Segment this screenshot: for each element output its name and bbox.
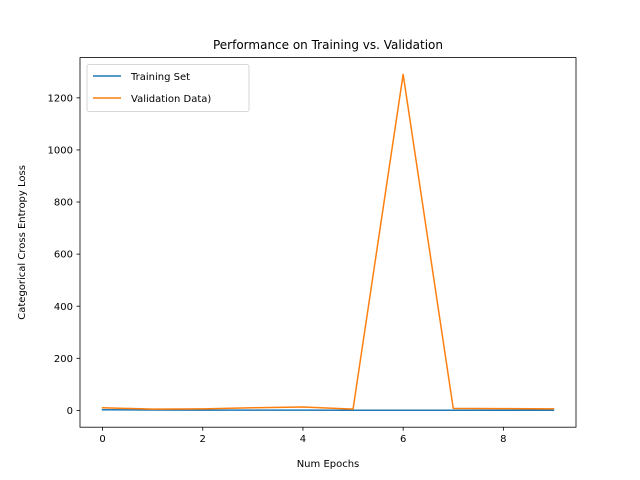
x-tick-label: 0 — [99, 434, 105, 445]
legend-label-training: Training Set — [130, 72, 190, 83]
x-axis-ticks: 0 2 4 6 8 — [99, 427, 507, 445]
y-tick-label: 200 — [54, 354, 73, 365]
y-tick-label: 400 — [54, 302, 73, 313]
chart-title: Performance on Training vs. Validation — [213, 38, 443, 52]
legend-label-validation: Validation Data) — [131, 94, 211, 105]
y-axis-ticks: 0 200 400 600 800 1000 1200 — [48, 93, 80, 417]
x-tick-label: 4 — [300, 434, 306, 445]
y-tick-label: 1000 — [48, 146, 73, 157]
plot-area — [80, 57, 576, 428]
legend-entry: Validation Data) — [93, 94, 211, 105]
y-tick-label: 1200 — [48, 93, 73, 104]
plot-frame — [79, 57, 577, 428]
x-tick-label: 8 — [500, 434, 506, 445]
y-axis-label: Categorical Cross Entropy Loss — [17, 165, 28, 320]
series-layer — [101, 73, 555, 411]
y-tick-label: 800 — [54, 198, 73, 209]
legend: Training Set Validation Data) — [86, 64, 250, 112]
y-tick-label: 0 — [67, 406, 73, 417]
y-tick-label: 600 — [54, 250, 73, 261]
legend-box — [86, 64, 250, 112]
x-tick-label: 6 — [400, 434, 406, 445]
legend-entry: Training Set — [93, 72, 190, 83]
x-axis-label: Num Epochs — [297, 459, 360, 470]
x-tick-label: 2 — [200, 434, 206, 445]
series-line-validation — [101, 73, 555, 410]
